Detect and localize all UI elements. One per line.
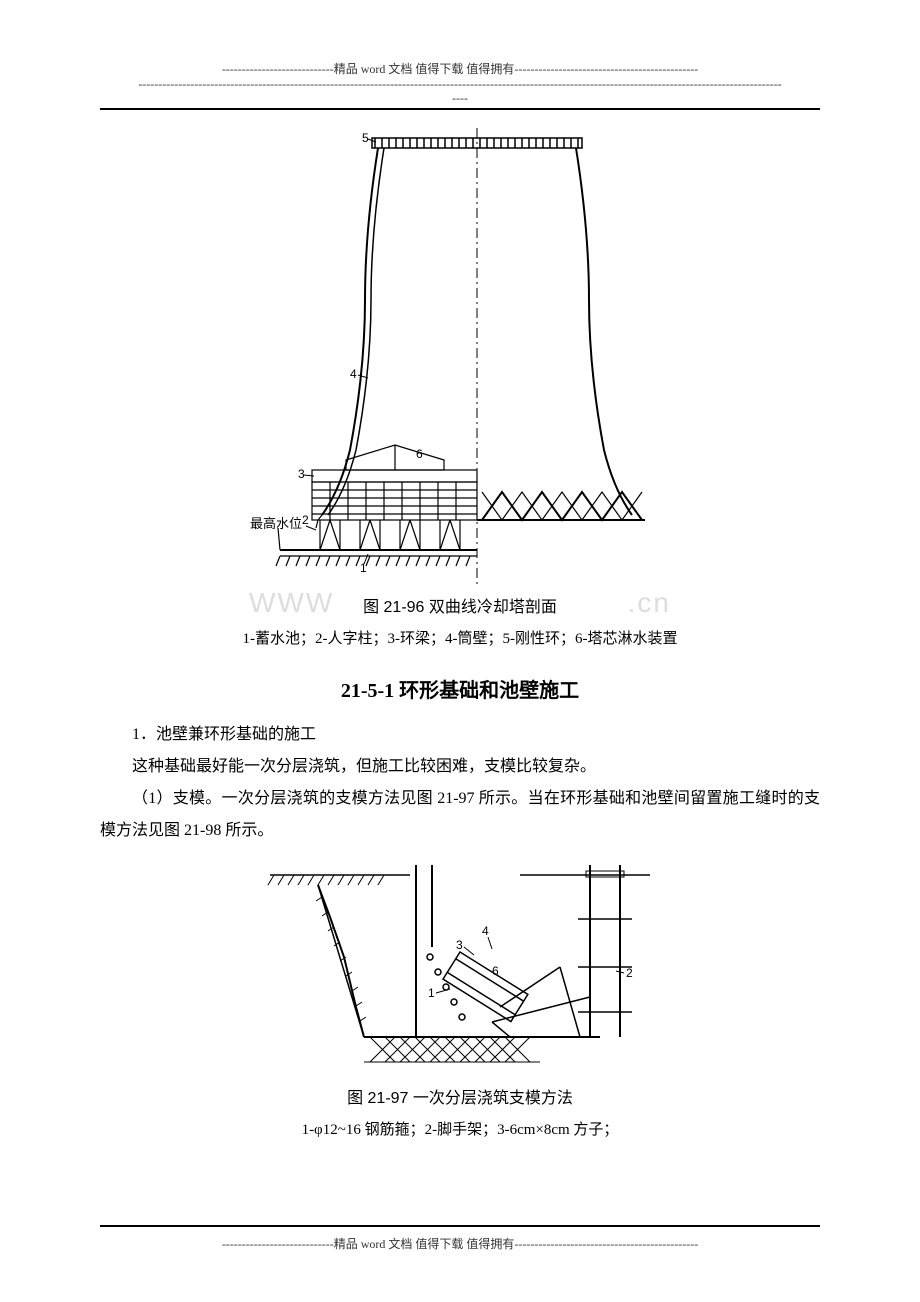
figure-1-caption-row: WWW .cn 图 21-96 双曲线冷却塔剖面 [100, 593, 820, 617]
para-3: （1）支模。一次分层浇筑的支模方法见图 21-97 所示。当在环形基础和池壁间留… [100, 783, 820, 847]
figure-2-caption: 图 21-97 一次分层浇筑支模方法 [100, 1084, 820, 1108]
figure-2-legend: 1-φ12~16 钢筋箍；2-脚手架；3-6cm×8cm 方子； [100, 1118, 820, 1139]
fig2-label-4: 4 [482, 924, 489, 938]
fig2-label-1: 1 [428, 986, 435, 1000]
label-5: 5 [362, 131, 369, 145]
formwork-diagram: 1 2 3 4 6 [260, 857, 660, 1077]
header-dash-3: ---- [100, 91, 820, 105]
section-title: 21-5-1 环形基础和池壁施工 [100, 674, 820, 703]
label-waterlevel: 最高水位 [250, 516, 302, 531]
header-dash-2: ----------------------------------------… [100, 77, 820, 91]
figure-2-wrap: 1 2 3 4 6 图 21-97 一次分层浇筑支模方法 [100, 857, 820, 1108]
fig2-label-6: 6 [492, 964, 499, 978]
footer-rule [100, 1225, 820, 1227]
fig2-label-2: 2 [626, 966, 633, 980]
figure-1-wrap: 5 4 3 6 最高水位 2 1 WWW .cn 图 21-96 双曲线冷却塔剖… [100, 120, 820, 617]
footer-text: ----------------------------精品 word 文档 值… [100, 1235, 820, 1252]
footer: ----------------------------精品 word 文档 值… [100, 1223, 820, 1252]
cooling-tower-diagram: 5 4 3 6 最高水位 2 1 [250, 120, 670, 590]
figure-1-legend: 1-蓄水池；2-人字柱；3-环梁；4-筒壁；5-刚性环；6-塔芯淋水装置 [100, 627, 820, 648]
label-1: 1 [360, 561, 367, 575]
label-2: 2 [302, 513, 309, 527]
header-rule [100, 108, 820, 110]
label-4: 4 [350, 367, 357, 381]
para-2: 这种基础最好能一次分层浇筑，但施工比较困难，支模比较复杂。 [100, 751, 820, 783]
label-3: 3 [298, 467, 305, 481]
label-6: 6 [416, 447, 423, 461]
para-1: 1．池壁兼环形基础的施工 [100, 719, 820, 751]
fig2-label-3: 3 [456, 938, 463, 952]
header-line-1: ----------------------------精品 word 文档 值… [100, 60, 820, 77]
figure-1-caption: 图 21-96 双曲线冷却塔剖面 [100, 593, 820, 617]
